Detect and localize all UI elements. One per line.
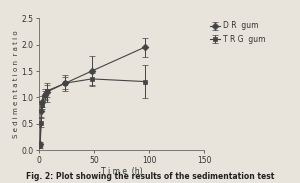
X-axis label: T i m e  (h): T i m e (h) bbox=[101, 167, 142, 176]
Legend: D R  gum, T R G  gum: D R gum, T R G gum bbox=[207, 18, 268, 47]
Text: Fig. 2: Plot showing the results of the sedimentation test: Fig. 2: Plot showing the results of the … bbox=[26, 172, 274, 181]
Y-axis label: S e d i m e n t a t i o n  r a t i o: S e d i m e n t a t i o n r a t i o bbox=[13, 30, 19, 138]
